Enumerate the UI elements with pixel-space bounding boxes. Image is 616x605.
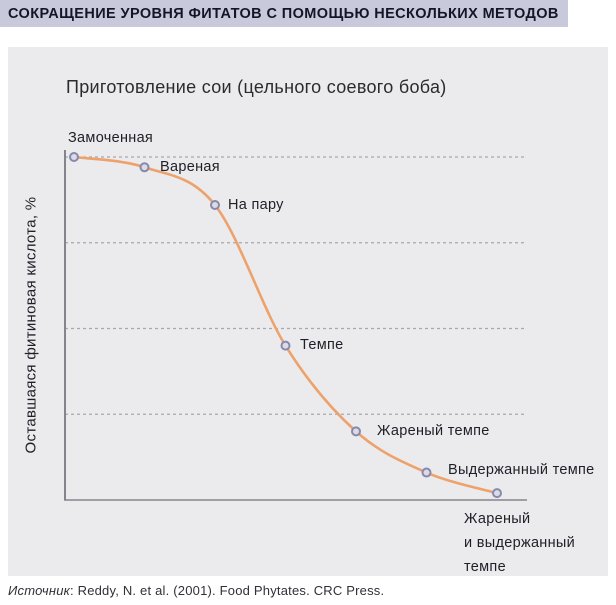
point-label-steamed: На пару [228,197,284,213]
source-text: : Reddy, N. et al. (2001). Food Phytates… [69,583,385,598]
chart-panel: Приготовление сои (цельного соевого боба… [8,47,608,576]
point-label-tempeh: Темпе [300,337,344,353]
header-bar: СОКРАЩЕНИЕ УРОВНЯ ФИТАТОВ С ПОМОЩЬЮ НЕСК… [0,0,568,27]
y-axis-label: Оставшаяся фитиновая кислота, % [22,196,40,454]
data-point-marker [280,340,291,351]
data-line [72,155,499,495]
source-line: Источник: Reddy, N. et al. (2001). Food … [8,583,384,598]
data-point-marker [210,200,220,211]
line-chart [64,150,527,501]
point-label-aged-tempeh: Выдержанный темпе [448,462,595,478]
point-label-soaked: Замоченная [68,130,154,146]
data-point-marker [351,426,361,437]
data-point-marker [69,152,79,162]
point-label-fried-aged-tempeh: Жареный и выдержанный темпе [464,511,576,575]
data-point-marker [492,488,502,499]
point-label-boiled: Вареная [160,159,220,175]
source-label: Источник [8,583,70,598]
page-title: СОКРАЩЕНИЕ УРОВНЯ ФИТАТОВ С ПОМОЩЬЮ НЕСК… [8,5,559,22]
data-point-marker [139,162,150,173]
chart-title: Приготовление сои (цельного соевого боба… [66,77,447,97]
point-label-fried-tempeh: Жареный темпе [377,423,490,439]
data-point-marker [421,467,432,478]
